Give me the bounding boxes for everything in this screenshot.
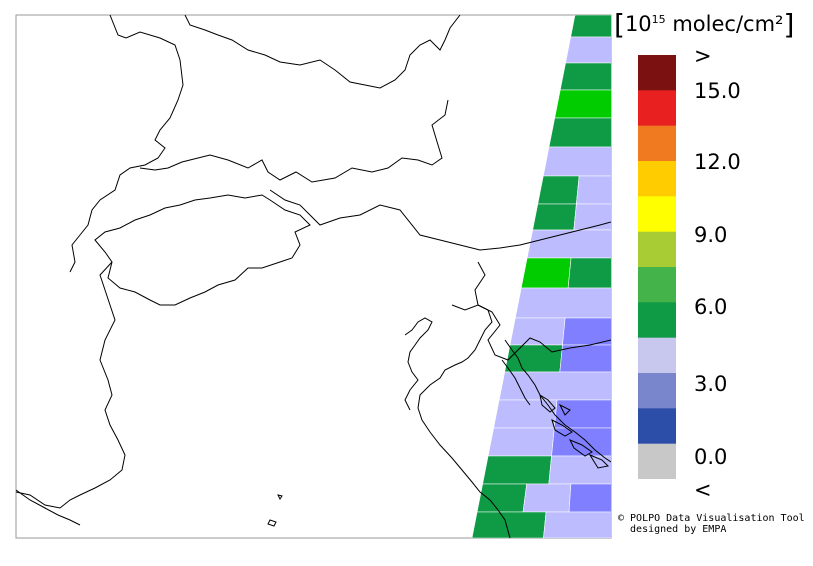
swath-pixel	[482, 455, 552, 485]
units-text: molec/cm²	[665, 12, 784, 36]
border-italy-west	[16, 261, 126, 509]
swath-pixel	[554, 89, 611, 119]
swath-pixel	[487, 427, 555, 457]
credit-line-1: © POLPO Data Visualisation Tool	[618, 513, 805, 524]
swath-pixel	[548, 455, 611, 485]
colorbar-label-6: 6.0	[694, 295, 728, 319]
colorbar-bin	[638, 337, 676, 374]
colorbar-label-15: 15.0	[694, 79, 741, 103]
colorbar-bin	[638, 373, 676, 409]
units-bracket-right: ]	[783, 8, 795, 41]
country-borders	[16, 15, 611, 509]
coast-italy-adriatic	[417, 304, 511, 538]
colorbar-bin	[638, 161, 676, 197]
colorbar-bin	[638, 267, 676, 303]
border-france-germany	[69, 15, 184, 273]
swath-pixel	[537, 175, 580, 205]
colorbar-bin	[638, 196, 676, 233]
colorbar	[638, 55, 676, 479]
island-5	[558, 403, 571, 416]
swath-pixel	[504, 344, 563, 373]
colorbar-label-lt: <	[694, 478, 712, 502]
coast-istria-croatia	[504, 339, 611, 463]
colorbar-label-3: 3.0	[694, 372, 728, 396]
border-switzerland	[94, 194, 311, 306]
colorbar-label-12: 12.0	[694, 150, 741, 174]
island-2	[551, 419, 573, 437]
swath-pixel	[565, 36, 611, 64]
swath-pixel	[542, 146, 611, 177]
swath-pixel	[562, 317, 611, 346]
swath-pixel	[573, 203, 611, 231]
island-1	[539, 393, 556, 413]
swath-pixel	[543, 511, 611, 538]
coastline	[16, 304, 611, 538]
swath-pixel	[526, 229, 611, 259]
border-austria-italy	[269, 189, 611, 251]
swath-pixel	[570, 15, 611, 38]
colorbar-bin	[638, 125, 676, 162]
swath-pixel	[520, 257, 572, 289]
island-3	[568, 439, 593, 457]
swath-pixel	[522, 483, 572, 513]
swath-pixel	[476, 483, 528, 513]
colorbar-bin	[638, 443, 676, 479]
island-4	[588, 453, 610, 469]
swath-pixel	[471, 511, 547, 538]
colorbar-bin	[638, 302, 676, 339]
colorbar-bin	[638, 90, 676, 127]
colorbar-bin	[638, 231, 676, 268]
swath-pixel	[548, 117, 611, 148]
border-slovenia	[474, 261, 611, 361]
swath-pixel	[498, 371, 611, 401]
swath-pixel	[514, 287, 611, 319]
border-germany-east	[184, 15, 461, 89]
island-elba	[267, 519, 277, 527]
units-label: [1015 molec/cm²]	[614, 8, 794, 41]
coast-tyrrhenian	[16, 489, 81, 526]
colorbar-label-0: 0.0	[694, 445, 728, 469]
swath-pixel	[532, 203, 577, 231]
units-bracket-left: [	[614, 8, 625, 41]
swath-pixel	[567, 257, 611, 289]
units-exponent: 15	[651, 13, 666, 26]
swath-pixel	[559, 344, 611, 373]
swath-pixel	[568, 483, 611, 513]
colorbar-bin	[638, 408, 676, 445]
border-austria-north	[139, 99, 449, 183]
credit-line-2: designed by EMPA	[618, 524, 727, 535]
island-small	[277, 494, 283, 500]
swath-pixel	[576, 175, 611, 205]
swath-pixel	[559, 62, 611, 91]
coast-istria	[501, 359, 531, 406]
units-base: 10	[624, 12, 652, 36]
swath-pixel	[551, 427, 611, 457]
coast-venice-lagoon	[404, 317, 433, 411]
colorbar-label-gt: >	[694, 44, 712, 68]
credit-text: © POLPO Data Visualisation Tool designed…	[618, 513, 805, 535]
colorbar-label-9: 9.0	[694, 223, 728, 247]
satellite-swath	[471, 15, 611, 538]
swath-pixel	[553, 399, 611, 429]
colorbar-bin	[638, 55, 676, 91]
